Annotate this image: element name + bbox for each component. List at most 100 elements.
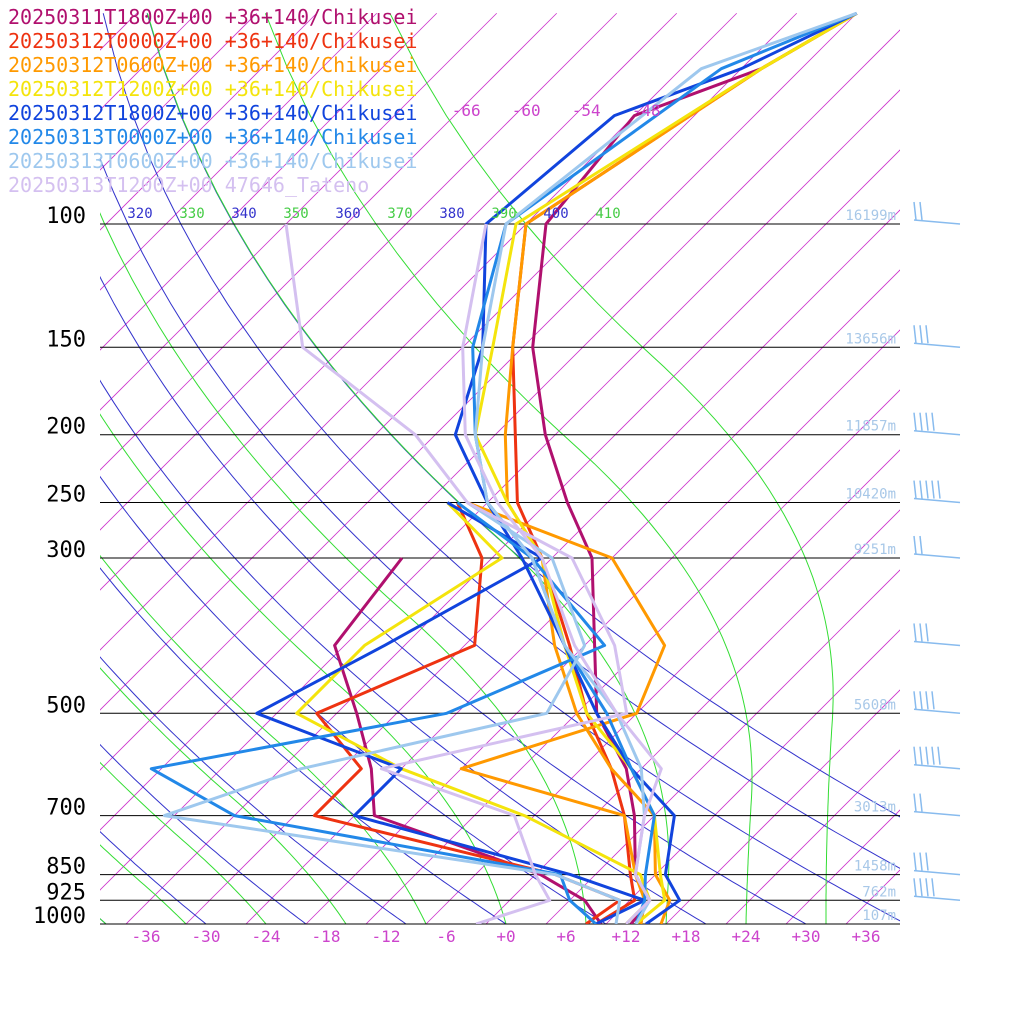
isotherm-line	[906, 13, 1024, 924]
dewpoint-line	[459, 501, 667, 924]
series-group	[284, 223, 663, 924]
temperature-tick-label: +6	[556, 927, 575, 946]
height-label: 762m	[862, 884, 896, 900]
wind-barb	[913, 691, 961, 715]
temperature-tick-label: -18	[312, 927, 341, 946]
isotherm-line	[125, 149, 900, 924]
height-label: 107m	[862, 908, 896, 924]
theta-label: 350	[283, 206, 308, 222]
isotherm-line	[100, 12, 438, 351]
temperature-tick-label: -30	[192, 927, 221, 946]
pressure-tick-label: 250	[46, 483, 86, 508]
isotherm-line	[100, 12, 738, 651]
moist-adiabat-line	[147, 13, 670, 924]
sounding-profiles	[149, 11, 858, 924]
isotherm-line	[100, 89, 900, 891]
wind-barbs	[913, 201, 961, 902]
temperature-tick-label: +12	[612, 927, 641, 946]
temperature-tick-label: +30	[792, 927, 821, 946]
dry-adiabat-line	[100, 275, 807, 924]
isotherm-line	[425, 449, 900, 924]
dry-adiabat-line	[100, 567, 507, 924]
height-label: 10420m	[845, 487, 896, 503]
temperature-tick-label: +0	[496, 927, 515, 946]
legend-entry: 20250312T0600Z+00 +36+140/Chikusei	[8, 53, 417, 77]
temperature-line	[461, 223, 663, 924]
isotherm-line	[100, 12, 678, 591]
temperature-line	[503, 12, 858, 924]
temperature-tick-label: -6	[436, 927, 455, 946]
isotherm-top-label: -54	[572, 101, 601, 120]
isobar-lines	[100, 223, 900, 925]
isotherm-line	[605, 629, 900, 924]
pressure-tick-label: 700	[46, 796, 86, 821]
moist-adiabat-line	[100, 212, 587, 924]
legend-entry: 20250313T0600Z+00 +36+140/Chikusei	[8, 149, 417, 173]
pressure-tick-label: 500	[46, 693, 86, 718]
dewpoint-line	[333, 557, 603, 924]
moist-adiabat-line	[100, 844, 187, 924]
background-grid	[0, 12, 1024, 924]
wind-barb	[913, 878, 961, 902]
isotherm-line	[100, 12, 258, 171]
series-group	[255, 11, 858, 924]
wind-barb	[913, 480, 961, 504]
isotherm-line	[365, 389, 900, 924]
theta-label: 410	[595, 206, 620, 222]
series-group	[459, 12, 858, 924]
theta-label: 400	[543, 206, 568, 222]
dry-adiabat-line	[100, 743, 307, 924]
wind-barb	[913, 793, 961, 817]
temperature-tick-label: +18	[672, 927, 701, 946]
isotherm-line	[305, 329, 900, 924]
wind-barb	[913, 746, 961, 770]
moist-adiabat-line	[100, 554, 427, 924]
theta-label: 360	[335, 206, 360, 222]
legend-entry: 20250312T1200Z+00 +36+140/Chikusei	[8, 77, 417, 101]
wind-barb	[913, 201, 961, 225]
pressure-tick-label: 200	[46, 415, 86, 440]
isotherm-line	[185, 209, 900, 924]
legend: 20250311T1800Z+00 +36+140/Chikusei 202503…	[8, 5, 417, 197]
isotherm-line	[100, 12, 498, 411]
dewpoint-line	[162, 501, 622, 924]
pressure-tick-label: 850	[46, 855, 86, 880]
isotherm-top-label: -60	[512, 101, 541, 120]
dry-adiabat-line	[102, 13, 900, 869]
pressure-tick-label: 925	[46, 880, 86, 905]
moist-adiabat-line	[264, 13, 753, 924]
legend-entry: 20250313T0000Z+00 +36+140/Chikusei	[8, 125, 417, 149]
wind-barb	[913, 623, 961, 647]
wind-barb	[913, 535, 961, 559]
height-label: 9251m	[854, 542, 896, 558]
temperature-tick-label: +36	[852, 927, 881, 946]
dewpoint-line	[284, 223, 629, 924]
wind-barb	[913, 852, 961, 876]
dry-adiabat-line	[100, 475, 607, 924]
dry-adiabat-line	[100, 830, 207, 924]
theta-label: 380	[439, 206, 464, 222]
wind-barb	[913, 412, 961, 436]
pressure-tick-label: 300	[46, 538, 86, 563]
isotherm-line	[845, 869, 900, 924]
isotherm-line	[100, 12, 858, 771]
theta-label: 320	[127, 206, 152, 222]
pressure-tick-label: 1000	[33, 904, 86, 929]
legend-entry: 20250311T1800Z+00 +36+140/Chikusei	[8, 5, 417, 29]
legend-entry: 20250312T1800Z+00 +36+140/Chikusei	[8, 101, 417, 125]
pressure-tick-label: 100	[46, 204, 86, 229]
temperature-line	[473, 12, 858, 924]
dry-adiabat-line	[0, 13, 6, 924]
theta-label: 390	[491, 206, 516, 222]
height-label: 5608m	[854, 697, 896, 713]
moist-adiabat-line	[100, 667, 347, 924]
isotherm-line	[100, 12, 318, 231]
isotherm-line	[665, 689, 900, 924]
isotherm-line	[100, 12, 378, 291]
temperature-line	[511, 12, 858, 924]
dewpoint-line	[149, 501, 607, 924]
temperature-line	[473, 11, 858, 924]
temperature-tick-label: -24	[252, 927, 281, 946]
